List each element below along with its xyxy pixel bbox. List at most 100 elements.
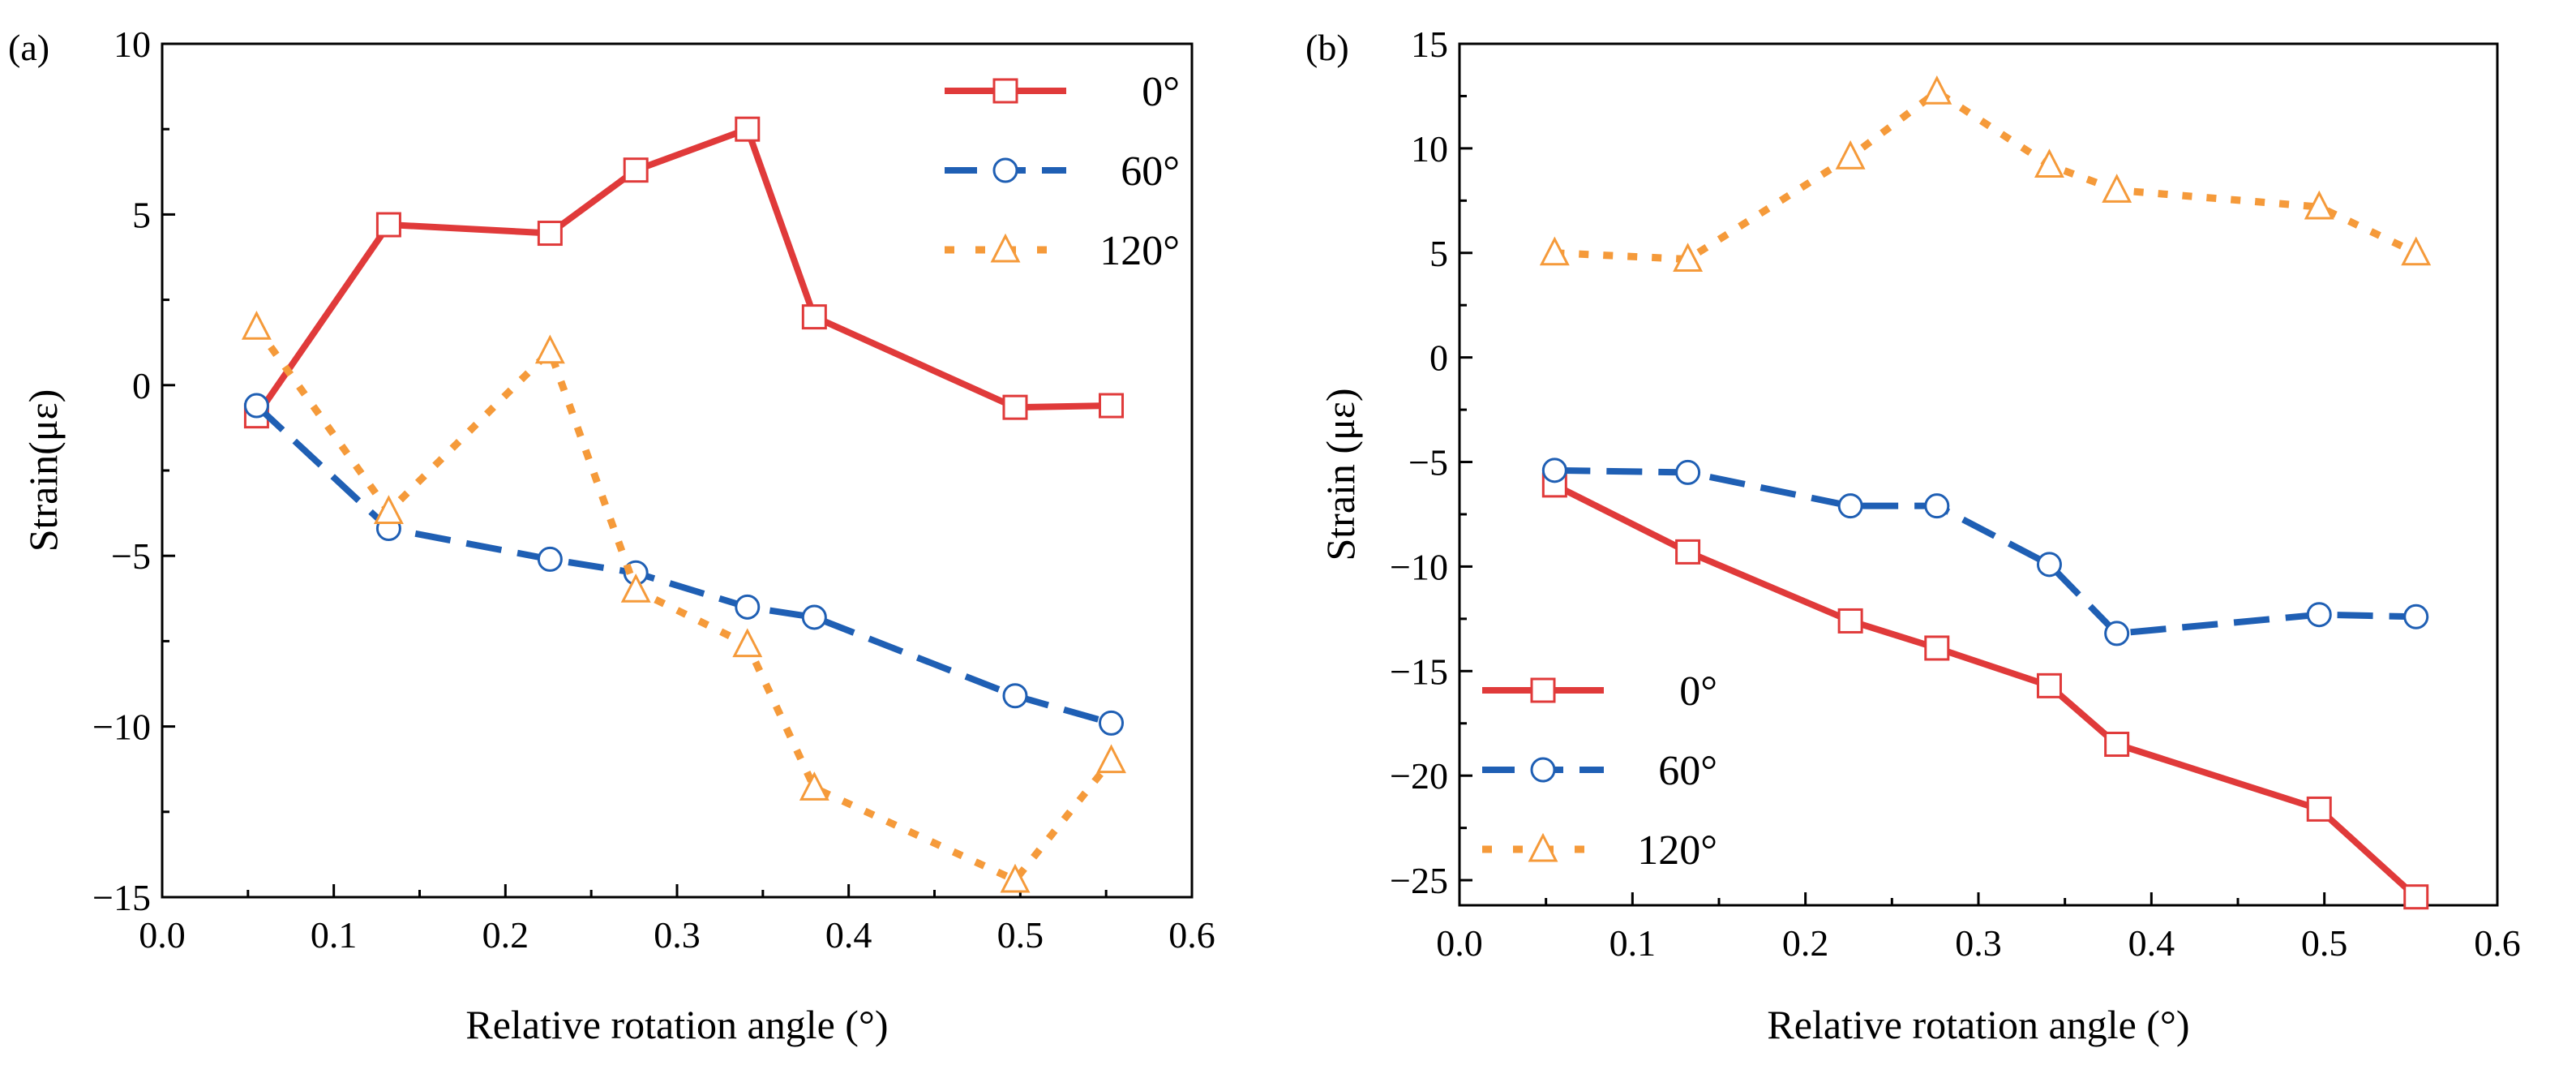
legend-label: 0° xyxy=(1679,668,1717,715)
data-point xyxy=(623,157,649,183)
legend-label: 120° xyxy=(1637,827,1717,874)
data-point xyxy=(2034,148,2064,178)
plot-frame xyxy=(161,42,1194,899)
legend: 0° 60° 120° xyxy=(945,69,1180,274)
legend-label: 120° xyxy=(1099,228,1180,274)
x-axis-label: Relative rotation angle (°) xyxy=(1767,1002,2189,1047)
data-point xyxy=(2104,732,2130,758)
data-point xyxy=(241,310,272,340)
data-point xyxy=(534,334,565,364)
data-point xyxy=(1002,683,1028,709)
series-line xyxy=(1554,466,2416,638)
chart-panel-b: 0.0 0.1 0.2 0.3 0.4 0.5 0.6 −25 −20 −15 −10 −5 0 5 10 1… xyxy=(1305,24,2521,1047)
data-point xyxy=(2104,621,2130,647)
data-point xyxy=(1099,710,1125,736)
data-point xyxy=(2306,796,2332,822)
series-line xyxy=(254,125,1112,418)
x-tick-label: 0.1 xyxy=(1609,922,1657,964)
y-tick-label: 5 xyxy=(1429,233,1448,274)
legend-label: 0° xyxy=(1142,69,1180,115)
data-point xyxy=(1000,863,1031,893)
x-tick-label: 0.0 xyxy=(1436,922,1483,964)
data-point xyxy=(1675,539,1701,565)
y-tick-label: −5 xyxy=(111,535,151,577)
data-point xyxy=(732,628,763,658)
y-tick-label: 10 xyxy=(1411,128,1448,170)
data-point xyxy=(620,574,651,603)
data-point xyxy=(243,393,269,419)
y-tick-label: −15 xyxy=(92,877,151,918)
y-tick-label: 0 xyxy=(132,365,151,406)
data-point xyxy=(1835,140,1866,170)
data-point xyxy=(373,495,404,524)
series-120deg xyxy=(1539,75,2432,272)
data-point xyxy=(2102,174,2132,203)
y-axis-label: Strain(με) xyxy=(20,389,66,552)
x-tick-label: 0.2 xyxy=(1782,922,1829,964)
x-tick-label: 0.5 xyxy=(997,914,1044,956)
x-tick-label: 0.4 xyxy=(825,914,872,956)
x-axis-label: Relative rotation angle (°) xyxy=(465,1002,888,1047)
series-60deg xyxy=(1541,458,2429,647)
x-tick-label: 0.6 xyxy=(2474,922,2521,964)
legend-marker xyxy=(990,233,1021,263)
series-0deg xyxy=(243,116,1125,429)
data-point xyxy=(801,604,827,630)
y-tick-label: 0 xyxy=(1429,337,1448,379)
x-tick-label: 0.5 xyxy=(2301,922,2348,964)
data-point xyxy=(1837,608,1863,634)
x-tick-label: 0.3 xyxy=(1955,922,2002,964)
data-point xyxy=(735,116,761,142)
x-tick-label: 0.2 xyxy=(482,914,529,956)
data-point xyxy=(1002,394,1028,420)
x-tick-label: 0.0 xyxy=(139,914,186,956)
legend-marker xyxy=(1530,757,1556,783)
data-point xyxy=(537,221,563,247)
data-point xyxy=(1099,393,1125,419)
x-tick-label: 0.3 xyxy=(654,914,701,956)
y-tick-label: −15 xyxy=(1390,651,1448,692)
x-tick-label: 0.1 xyxy=(311,914,358,956)
data-point xyxy=(2403,884,2429,910)
data-point xyxy=(1541,458,1567,483)
y-tick-label: −20 xyxy=(1390,755,1448,797)
legend: 0° 60° 120° xyxy=(1482,668,1717,874)
data-point xyxy=(1837,493,1863,519)
data-point xyxy=(2036,672,2062,698)
legend-marker xyxy=(992,78,1018,104)
legend-marker xyxy=(992,157,1018,183)
y-tick-label: −25 xyxy=(1390,860,1448,901)
data-point xyxy=(2304,190,2334,220)
y-tick-label: 15 xyxy=(1411,24,1448,65)
legend-label: 60° xyxy=(1121,148,1180,195)
legend-label: 60° xyxy=(1658,748,1717,794)
legend-marker xyxy=(1530,677,1556,703)
y-tick-label: 10 xyxy=(114,24,151,65)
x-tick-label: 0.4 xyxy=(2128,922,2175,964)
data-point xyxy=(375,212,401,238)
y-tick-label: 5 xyxy=(132,194,151,235)
series-line xyxy=(254,403,1112,727)
data-point xyxy=(1539,236,1570,266)
y-axis-label: Strain (με) xyxy=(1318,388,1363,561)
data-point xyxy=(2403,604,2429,629)
data-point xyxy=(1924,493,1950,519)
x-tick-label: 0.6 xyxy=(1168,914,1215,956)
data-point xyxy=(2401,236,2432,266)
data-point xyxy=(1922,75,1952,105)
data-point xyxy=(1096,744,1126,774)
data-point xyxy=(2036,552,2062,578)
series-line xyxy=(1554,87,2418,264)
data-point xyxy=(2306,602,2332,628)
panel-label: (a) xyxy=(8,27,49,68)
y-tick-label: −10 xyxy=(1390,546,1448,587)
data-point xyxy=(801,304,827,330)
data-point xyxy=(799,771,829,801)
y-tick-label: −5 xyxy=(1408,442,1448,483)
panel-label: (b) xyxy=(1305,27,1349,68)
data-point xyxy=(735,594,761,620)
y-tick-label: −10 xyxy=(92,707,151,748)
series-line xyxy=(1553,482,2419,900)
series-line xyxy=(253,324,1115,885)
